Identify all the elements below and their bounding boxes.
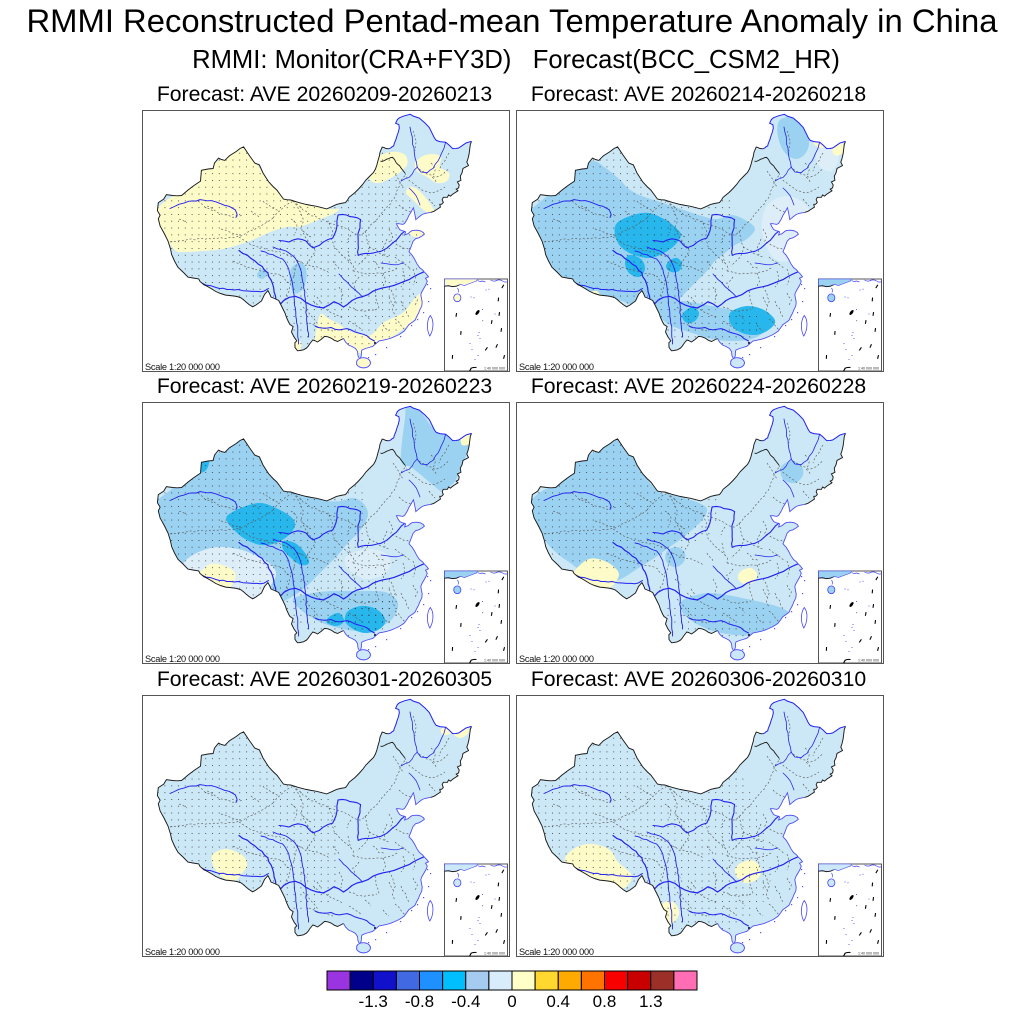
svg-text:-0.4: -0.4 <box>451 992 480 1011</box>
svg-text:Scale 1:20 000 000: Scale 1:20 000 000 <box>519 654 594 664</box>
svg-text:0.8: 0.8 <box>593 992 617 1011</box>
svg-text:Scale 1:20 000 000: Scale 1:20 000 000 <box>519 947 594 957</box>
svg-text:-0.8: -0.8 <box>405 992 434 1011</box>
svg-text:1.3: 1.3 <box>639 992 663 1011</box>
svg-text:0.4: 0.4 <box>546 992 570 1011</box>
svg-text:Scale 1:20 000 000: Scale 1:20 000 000 <box>145 947 220 957</box>
svg-text:Scale 1:20 000 000: Scale 1:20 000 000 <box>145 362 220 372</box>
svg-text:0: 0 <box>507 992 516 1011</box>
svg-text:Scale 1:20 000 000: Scale 1:20 000 000 <box>519 362 594 372</box>
svg-text:Scale 1:20 000 000: Scale 1:20 000 000 <box>145 654 220 664</box>
svg-text:-1.3: -1.3 <box>359 992 388 1011</box>
